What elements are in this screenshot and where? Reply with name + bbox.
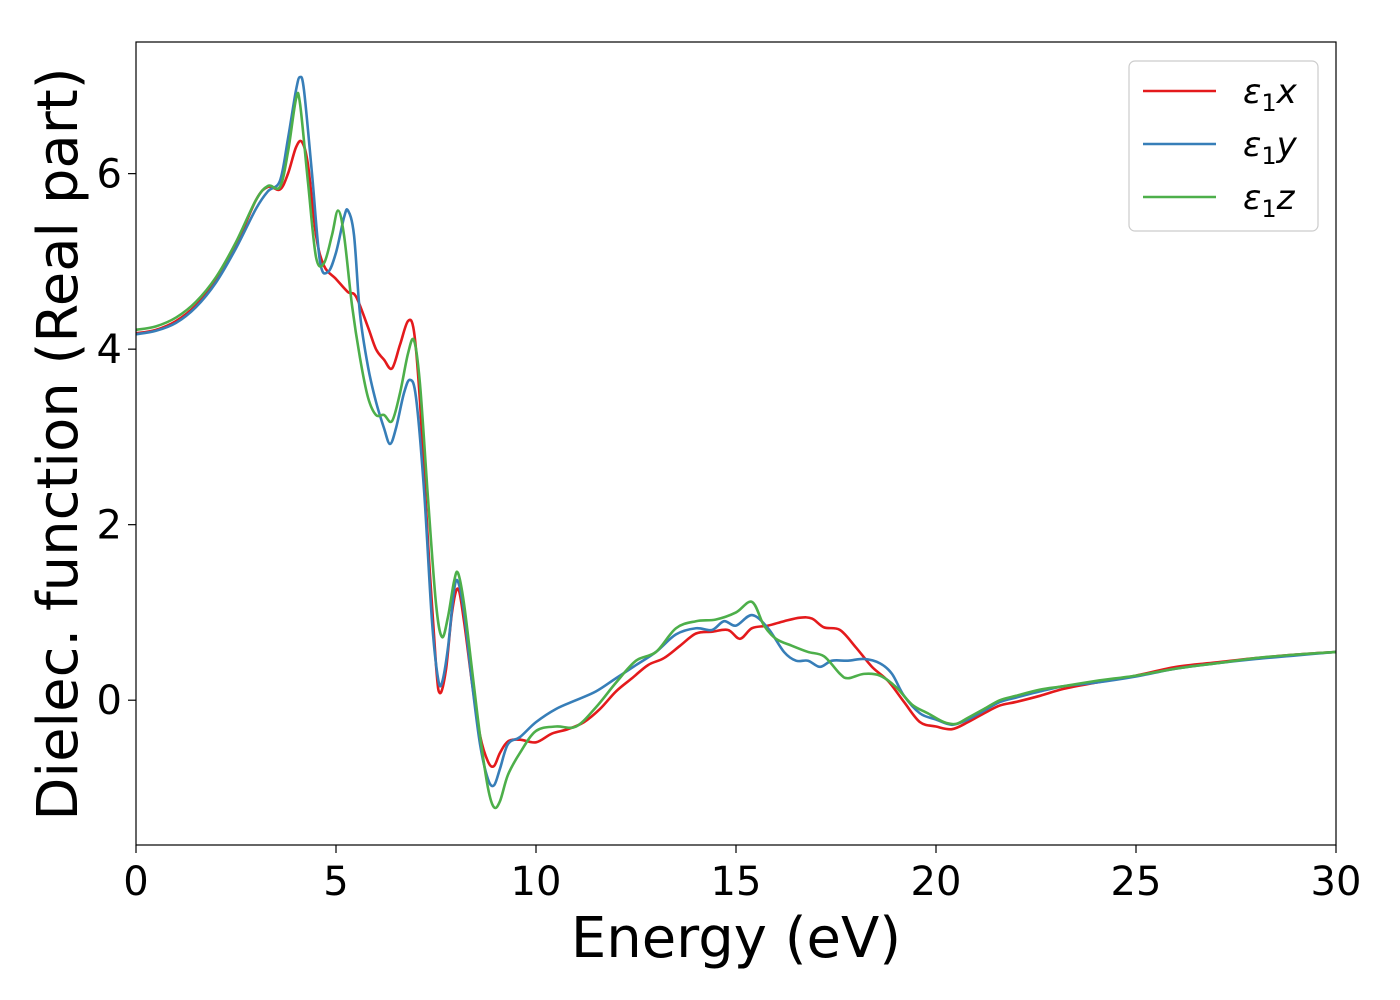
y-axis: 0 2 4 6 (97, 152, 136, 724)
y-axis-title: Dielec. function (Real part) (26, 67, 91, 820)
x-axis-title: Energy (eV) (571, 906, 901, 971)
x-axis: 0 5 10 15 20 25 30 (123, 845, 1361, 905)
x-tick-label: 5 (323, 859, 348, 905)
series-line-z (136, 91, 1336, 810)
x-tick-label: 30 (1311, 859, 1362, 905)
legend-label-x: ε1x (1243, 72, 1298, 117)
y-tick-label: 4 (97, 327, 122, 373)
y-tick-label: 2 (97, 503, 122, 549)
x-tick-label: 10 (511, 859, 562, 905)
y-tick-label: 0 (97, 678, 122, 724)
x-tick-label: 0 (123, 859, 148, 905)
legend-label-z: ε1z (1243, 178, 1296, 223)
x-tick-label: 25 (1111, 859, 1162, 905)
legend: ε1x ε1y ε1z (1128, 60, 1319, 232)
series-layer (136, 75, 1336, 810)
y-tick-label: 6 (97, 152, 122, 198)
x-tick-label: 15 (711, 859, 762, 905)
x-tick-label: 20 (911, 859, 962, 905)
legend-label-y: ε1y (1243, 125, 1298, 170)
legend-box (1128, 60, 1319, 232)
